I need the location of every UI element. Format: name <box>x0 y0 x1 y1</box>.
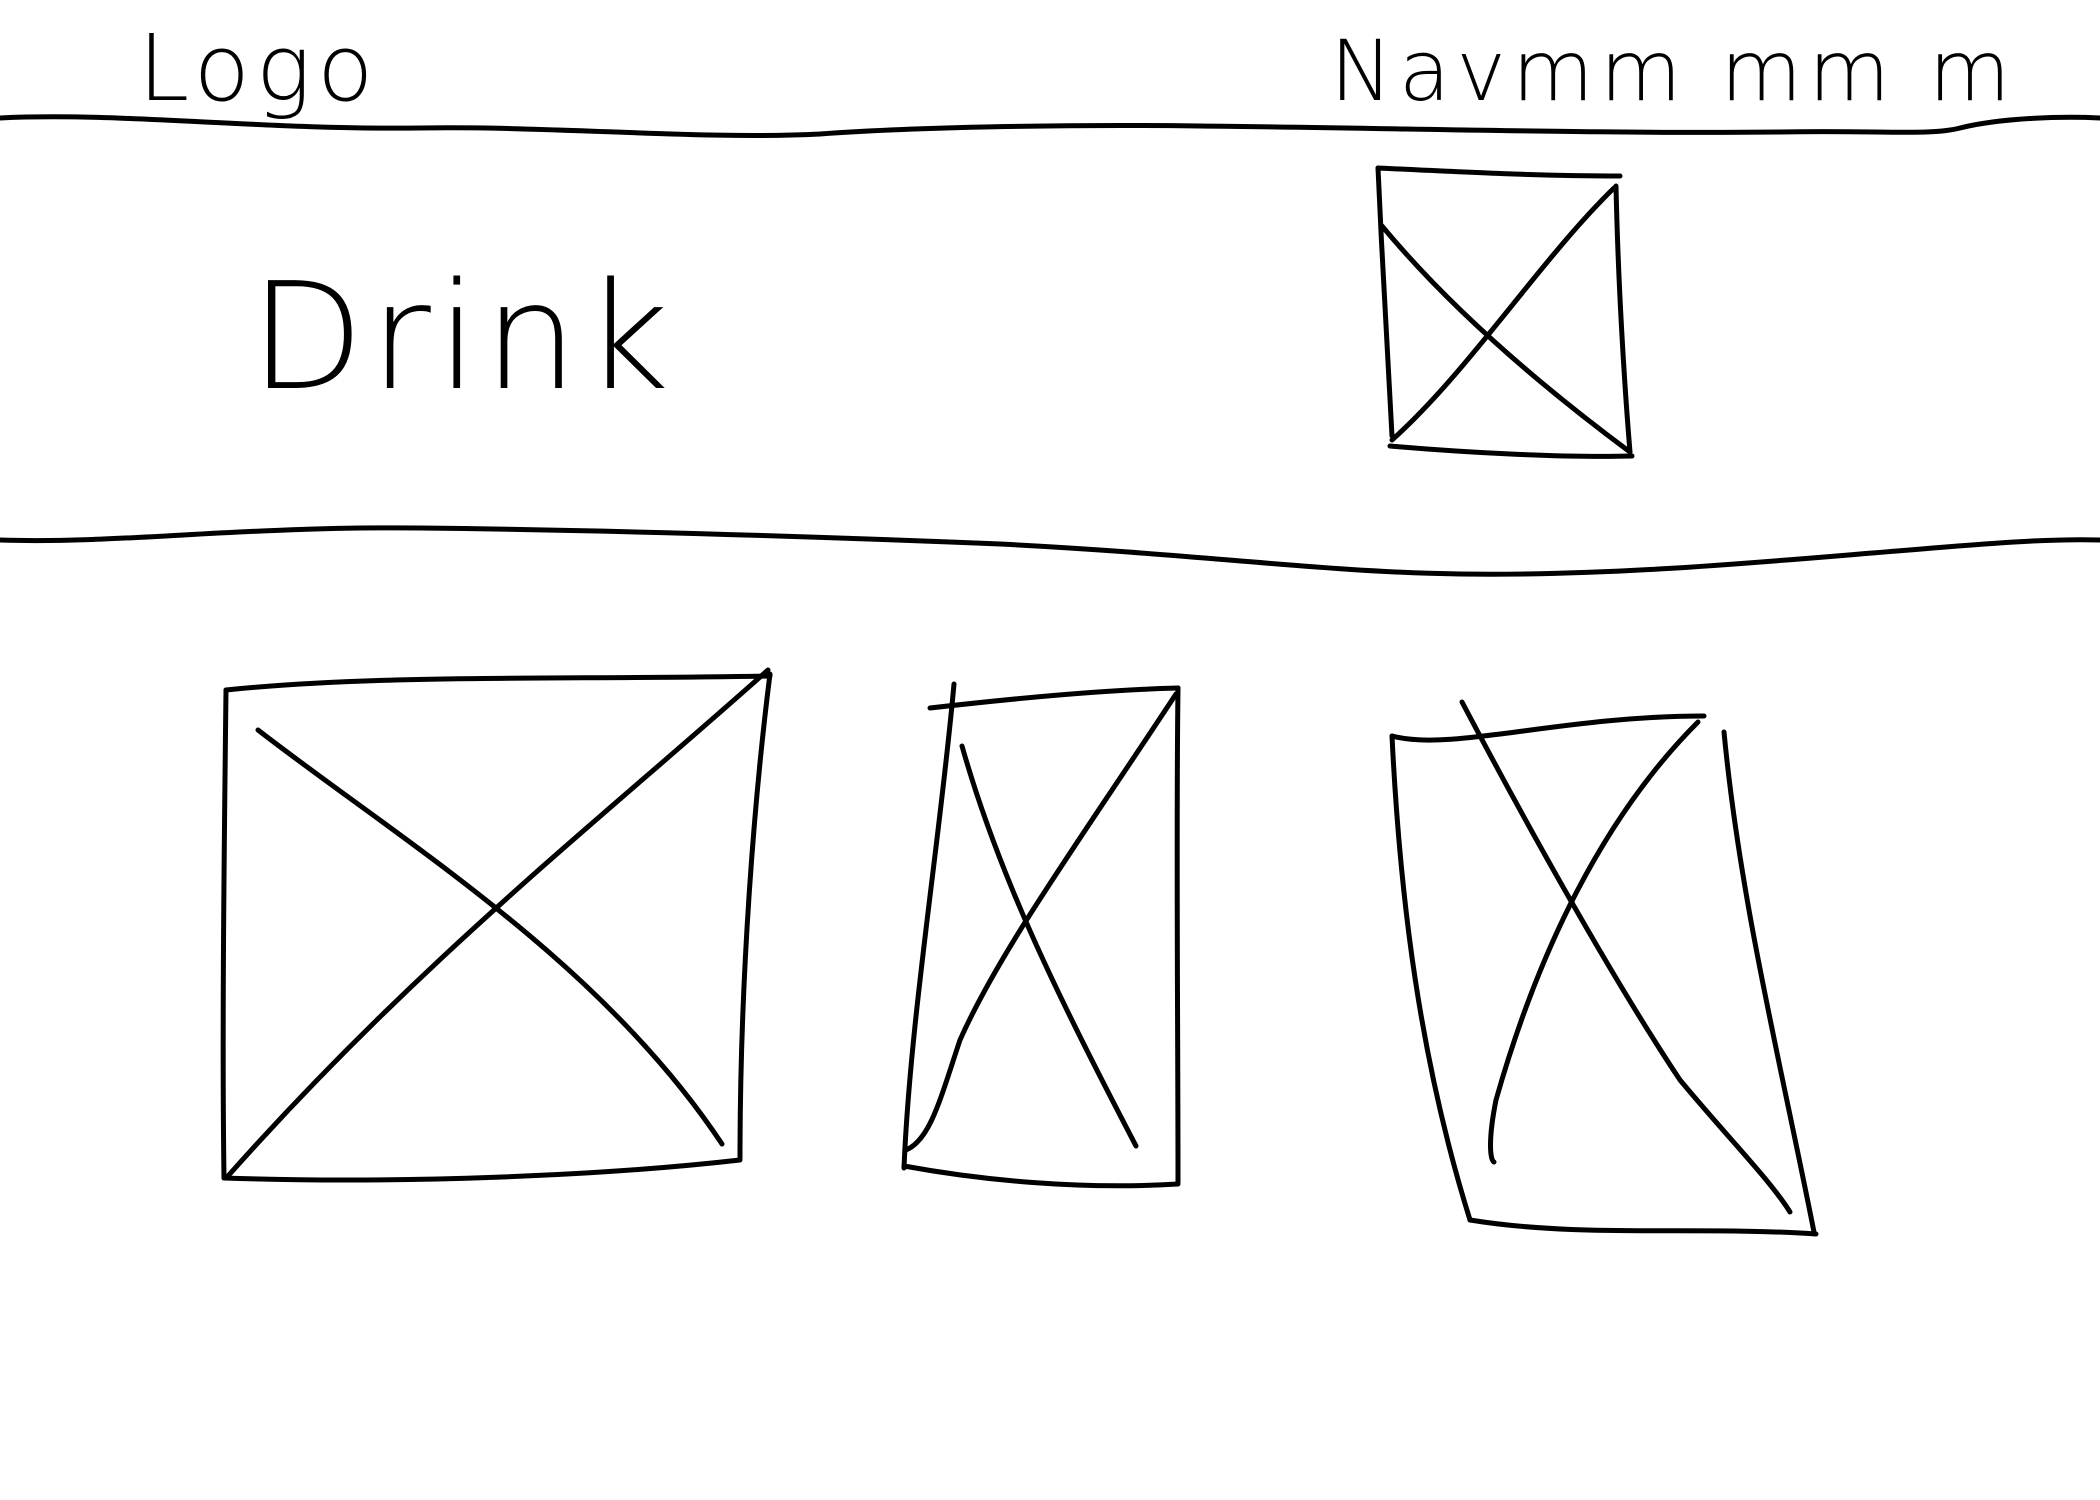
gallery-image-placeholder-icon[interactable] <box>1389 699 1819 1237</box>
hero-divider <box>0 525 2100 577</box>
header-divider <box>0 114 2100 139</box>
logo[interactable]: Logo <box>138 15 379 122</box>
hero-title: Drink <box>250 251 675 423</box>
main-nav[interactable]: Navmm mm m <box>1330 22 2017 120</box>
gallery-image-placeholder-icon[interactable] <box>901 681 1181 1189</box>
gallery-image-placeholder-icon[interactable] <box>220 667 773 1183</box>
hero-image-placeholder-icon <box>1375 165 1635 459</box>
gallery-section <box>220 667 1819 1237</box>
hero-section: Drink <box>0 165 2100 577</box>
site-header: Logo Navmm mm m <box>0 15 2100 139</box>
